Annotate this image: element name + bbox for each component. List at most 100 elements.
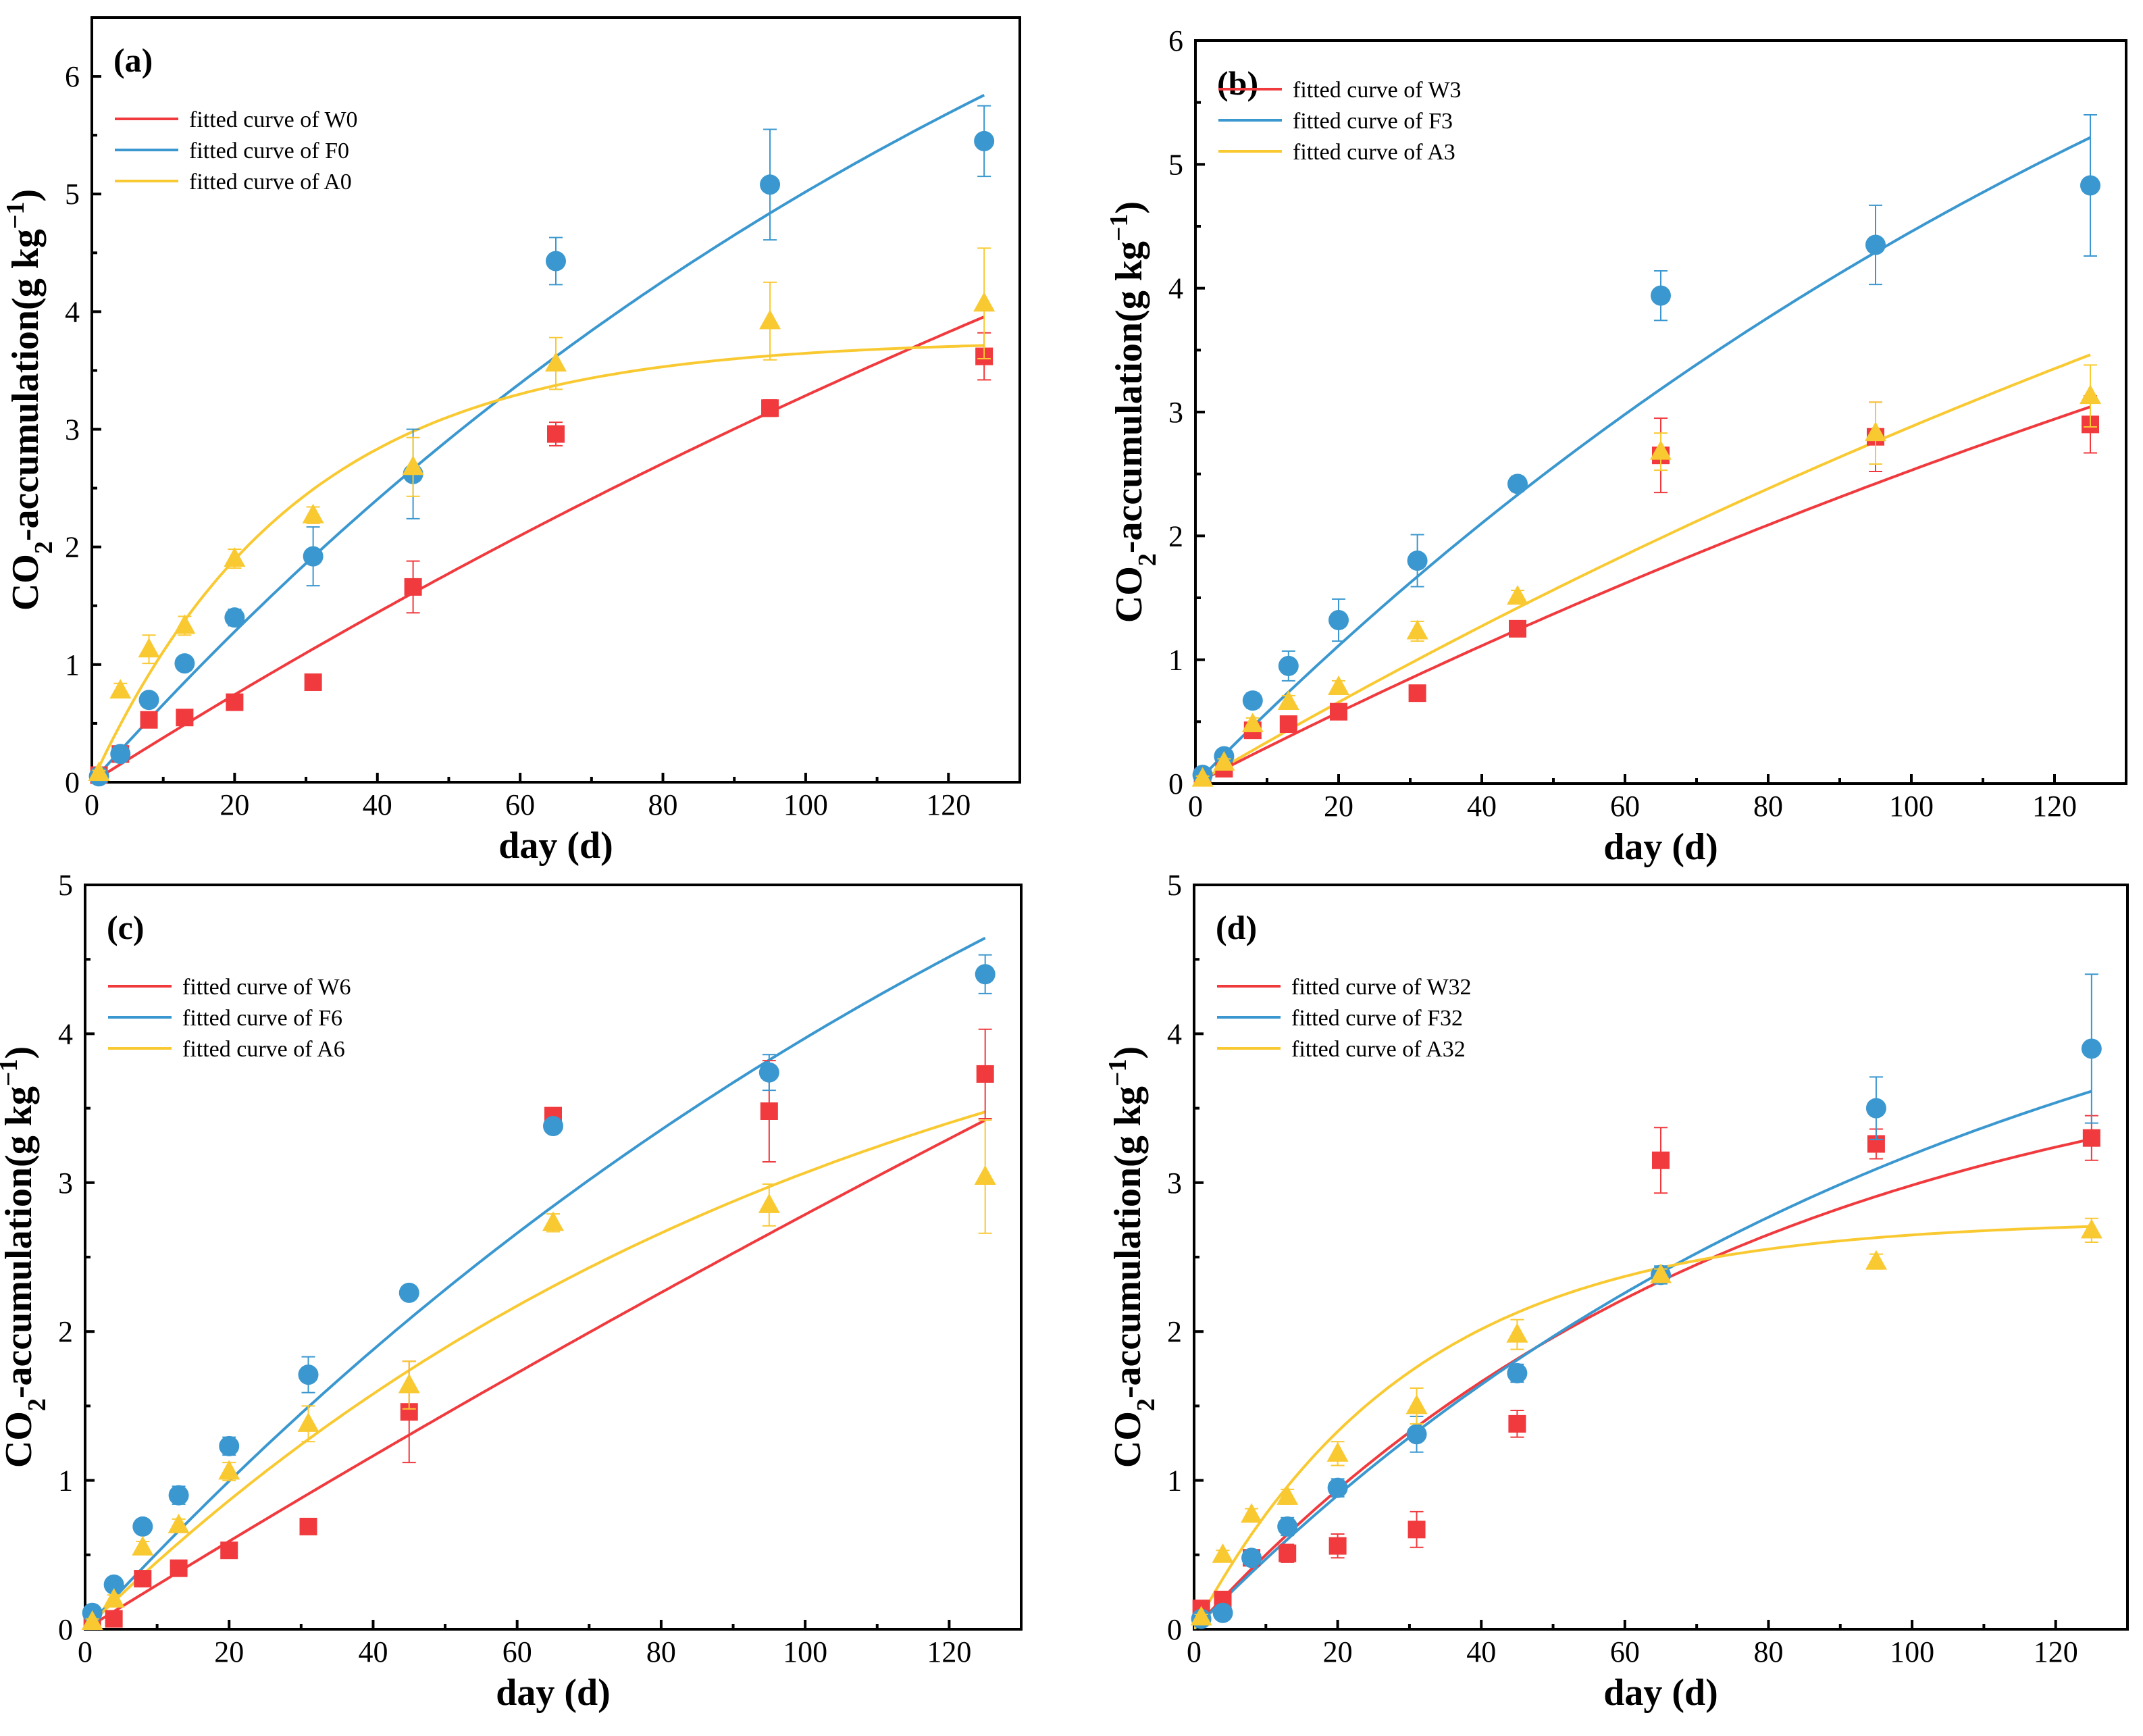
series-w6 [83, 1028, 994, 1629]
legend-entry: fitted curve of W3 [1293, 78, 1462, 103]
y-title-superscript: −1 [1104, 1059, 1132, 1087]
data-point-w32 [2082, 1129, 2100, 1147]
x-axis-title: day (d) [1603, 826, 1718, 868]
data-point-f0 [546, 251, 566, 272]
y-axis: 0 1 2 3 4 5 6 [1168, 24, 1205, 800]
panel-label: (d) [1216, 909, 1257, 946]
fitted-curve-a0 [92, 344, 985, 782]
data-point-f0 [110, 744, 131, 765]
y-title-part: CO [1108, 566, 1150, 623]
data-point-w32 [1279, 1544, 1297, 1562]
y-tick-label: 5 [1168, 148, 1183, 181]
y-title-part: -accumulation(g kg [5, 229, 47, 541]
y-title-part: ) [5, 189, 47, 202]
series-f6 [82, 954, 996, 1623]
x-tick-label: 20 [1323, 1635, 1353, 1668]
data-point-w0 [761, 399, 779, 417]
series-a6 [81, 1119, 996, 1630]
data-point-a6 [398, 1373, 420, 1394]
y-tick-label: 3 [58, 1167, 73, 1200]
plot-frame [91, 16, 1021, 784]
fitted-curve-w6 [85, 1119, 986, 1629]
data-point-a3 [1650, 440, 1672, 460]
data-point-w6 [976, 1065, 994, 1083]
fitted-curve-f0 [92, 94, 985, 782]
data-point-f6 [398, 1282, 419, 1303]
data-point-f0 [138, 690, 159, 711]
data-point-a3 [1241, 713, 1264, 732]
x-tick-label: 40 [1467, 790, 1497, 823]
data-point-f32 [1277, 1516, 1298, 1537]
x-tick-label: 80 [1753, 790, 1783, 823]
x-axis: 0 20 40 60 80 100 120 [78, 1620, 971, 1668]
data-point-a32 [1276, 1485, 1299, 1505]
data-point-w6 [105, 1610, 123, 1628]
y-tick-label: 2 [58, 1315, 73, 1348]
y-tick-label: 5 [65, 178, 80, 211]
x-axis: 0 20 40 60 80 100 120 [1188, 774, 2077, 823]
data-point-w32 [1408, 1521, 1426, 1539]
data-point-a3 [1865, 422, 1886, 442]
y-tick-label: 0 [58, 1613, 73, 1646]
x-tick-label: 100 [1889, 790, 1934, 823]
data-point-a32 [1326, 1441, 1349, 1462]
x-tick-label: 80 [646, 1635, 676, 1668]
fitted-curve-a6 [85, 1110, 986, 1629]
data-point-f0 [974, 130, 995, 151]
data-point-a32 [1506, 1323, 1528, 1343]
data-point-w3 [1408, 684, 1426, 703]
y-tick-label: 6 [65, 60, 80, 93]
data-point-f0 [303, 546, 324, 567]
legend-entry: fitted curve of A32 [1291, 1037, 1466, 1062]
y-tick-label: 1 [1168, 644, 1183, 677]
x-tick-label: 100 [1890, 1635, 1934, 1668]
x-tick-label: 120 [2034, 1635, 2078, 1668]
data-point-a0 [545, 352, 567, 372]
data-point-a32 [1190, 1606, 1212, 1626]
data-point-a6 [103, 1587, 125, 1608]
y-title-subscript: 2 [1132, 1398, 1160, 1411]
data-point-w0 [404, 578, 422, 596]
panel-label: (b) [1217, 64, 1258, 102]
x-tick-label: 120 [2032, 790, 2077, 823]
y-tick-label: 4 [1168, 272, 1183, 305]
panel-label: (a) [113, 41, 153, 79]
x-tick-label: 20 [214, 1635, 244, 1668]
data-point-a6 [974, 1165, 996, 1185]
x-axis-title: day (d) [498, 825, 613, 867]
series-a3 [1191, 364, 2101, 787]
y-tick-label: 1 [65, 648, 80, 682]
data-point-w6 [299, 1517, 317, 1535]
legend-entry: fitted curve of F32 [1291, 1006, 1463, 1031]
x-tick-label: 60 [1610, 790, 1640, 823]
data-point-f6 [543, 1116, 563, 1137]
fitted-curve-w3 [1195, 405, 2091, 784]
series-w32 [1192, 1115, 2100, 1618]
data-point-f32 [1327, 1477, 1348, 1498]
x-tick-label: 60 [505, 788, 535, 821]
data-point-a6 [542, 1211, 564, 1231]
data-point-a32 [1212, 1543, 1234, 1563]
data-point-f32 [2081, 1038, 2102, 1059]
data-point-f3 [1407, 551, 1428, 571]
y-tick-label: 3 [1167, 1167, 1182, 1200]
data-point-w6 [170, 1559, 188, 1577]
data-point-w6 [134, 1570, 152, 1588]
legend: fitted curve of W6 fitted curve of F6 fitt… [108, 975, 351, 1062]
y-tick-label: 3 [65, 413, 80, 446]
x-tick-label: 0 [1187, 1635, 1202, 1668]
legend-entry: fitted curve of F6 [182, 1006, 342, 1031]
y-title-subscript: 2 [1133, 553, 1162, 566]
y-axis-title: CO2-accumulation(g kg−1) [1104, 1046, 1160, 1468]
data-point-f0 [760, 174, 781, 195]
data-point-f3 [1242, 690, 1263, 711]
y-tick-label: 2 [1168, 519, 1183, 553]
y-tick-label: 4 [65, 295, 80, 328]
y-axis-title: CO2-accumulation(g kg−1) [0, 1046, 51, 1468]
x-tick-label: 40 [1466, 1635, 1496, 1668]
data-point-a3 [1507, 585, 1528, 605]
data-point-w6 [220, 1541, 238, 1560]
x-tick-label: 20 [1324, 790, 1353, 823]
